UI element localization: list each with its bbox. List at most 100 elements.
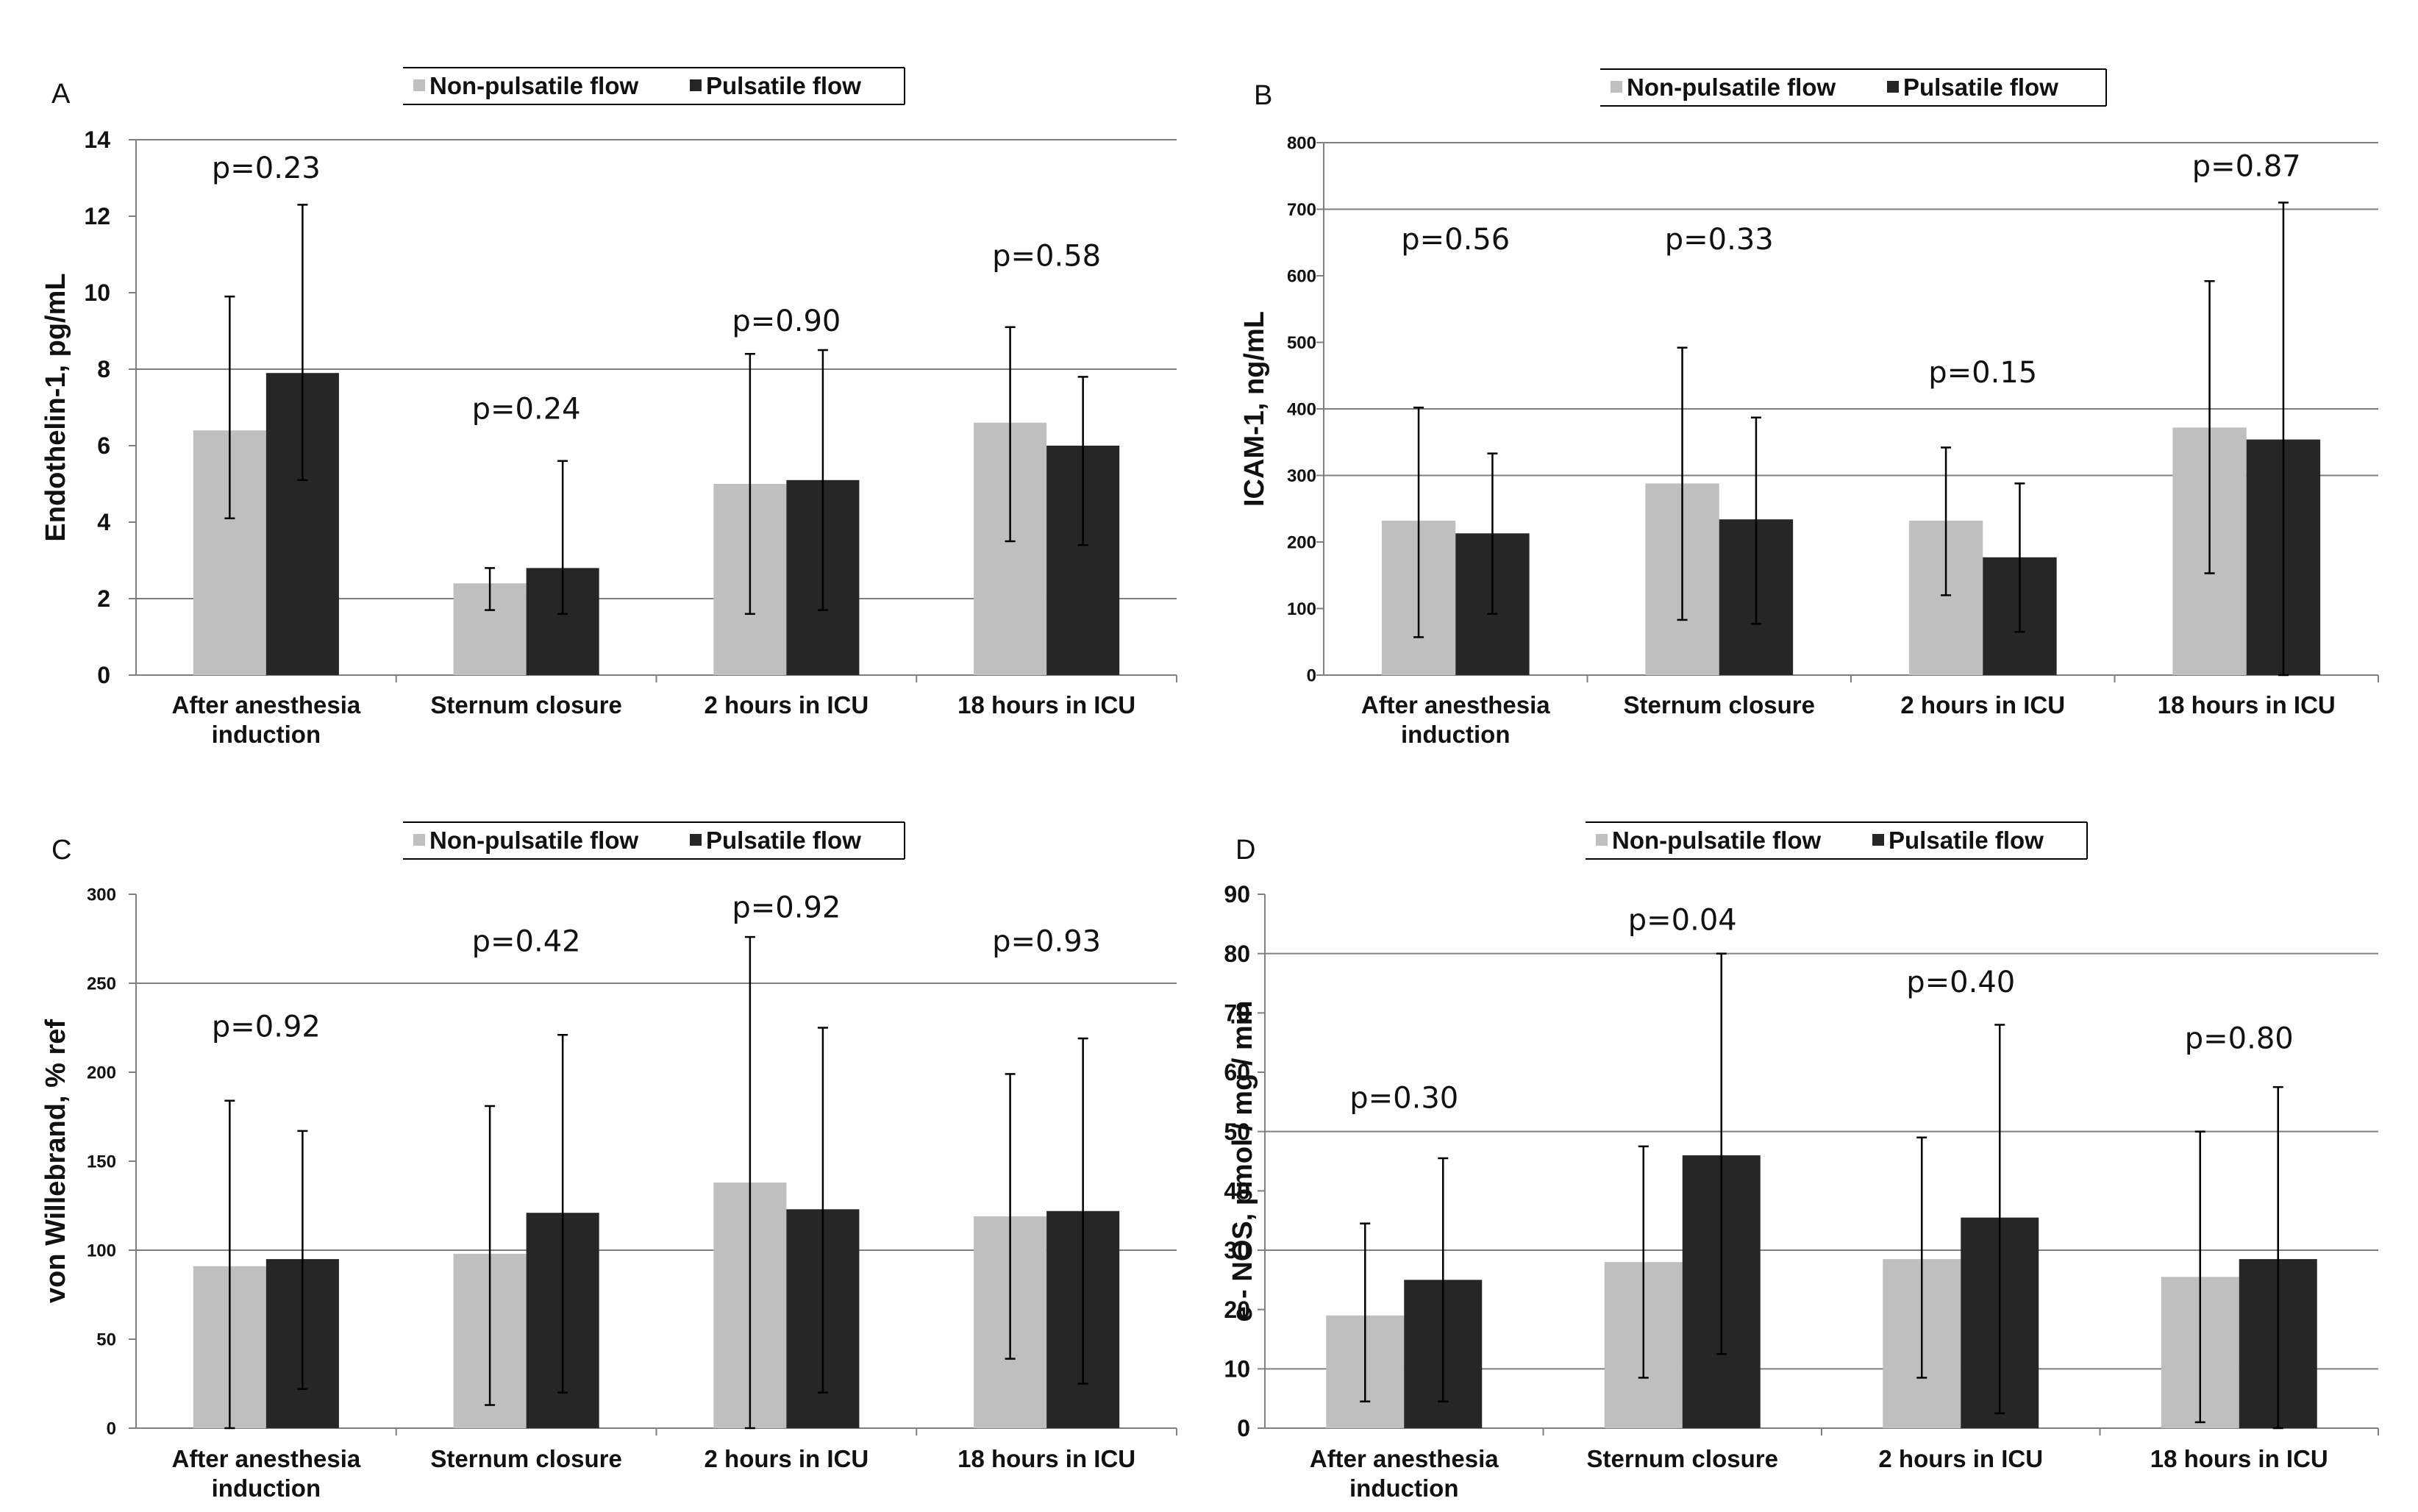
y-tick-label: 0 (107, 1419, 116, 1438)
x-category-label: Sternum closure (1624, 691, 1815, 718)
x-category-label: After anesthesia (171, 1445, 360, 1472)
legend: Non-pulsatile flow Pulsatile flow (403, 67, 905, 105)
y-tick-label: 90 (1224, 881, 1250, 907)
p-value-annotation: p=0.04 (1628, 903, 1737, 937)
y-tick-label: 14 (84, 126, 110, 153)
legend-label-pulsatile: Pulsatile flow (1889, 827, 2044, 854)
y-axis-label: ICAM-1, ng/mL (1239, 311, 1270, 507)
y-tick-label: 250 (87, 974, 116, 994)
y-tick-label: 300 (87, 885, 116, 905)
x-category-label: induction (1349, 1474, 1458, 1502)
p-value-annotation: p=0.56 (1401, 223, 1510, 257)
x-category-label: 18 hours in ICU (2158, 691, 2336, 718)
panel-letter: C (51, 835, 71, 866)
p-value-annotation: p=0.90 (732, 304, 841, 338)
y-tick-label: 10 (1224, 1356, 1250, 1383)
y-tick-label: 10 (84, 279, 110, 306)
p-value-annotation: p=0.93 (992, 924, 1101, 958)
panel-a: 0 2 4 6 8 10 12 14 Endothelin-1, pg/mL After anes… (40, 67, 1177, 748)
y-tick-label: 12 (84, 203, 110, 229)
p-value-annotation: p=0.80 (2185, 1022, 2294, 1056)
panel-letter: B (1254, 80, 1272, 111)
legend-swatch-pulsatile (690, 834, 702, 846)
legend-label-pulsatile: Pulsatile flow (706, 827, 861, 854)
panel-d: 0 10 20 30 40 50 60 70 80 90 e - NOS, pmol / mg / … (1224, 821, 2379, 1502)
legend-swatch-non-pulsatile (413, 79, 425, 91)
p-value-annotation: p=0.92 (212, 1010, 321, 1044)
y-tick-label: 4 (97, 509, 110, 535)
x-category-label: 2 hours in ICU (705, 1445, 869, 1472)
legend-swatch-non-pulsatile (413, 834, 425, 846)
legend-label-pulsatile: Pulsatile flow (1903, 74, 2058, 101)
y-tick-label: 40 (1224, 1178, 1250, 1205)
x-category-label: After anesthesia (1361, 691, 1550, 718)
y-tick-label: 50 (1224, 1119, 1250, 1145)
p-value-annotation: p=0.24 (472, 393, 581, 427)
legend-label-non-pulsatile: Non-pulsatile flow (1612, 827, 1821, 854)
y-tick-label: 70 (1224, 1000, 1250, 1027)
y-tick-label: 6 (97, 432, 110, 459)
p-value-annotation: p=0.23 (212, 151, 321, 185)
legend-label-non-pulsatile: Non-pulsatile flow (429, 72, 638, 99)
x-category-label: Sternum closure (430, 1445, 621, 1472)
x-category-label: 2 hours in ICU (1878, 1445, 2043, 1472)
y-tick-label: 100 (87, 1241, 116, 1260)
y-tick-label: 60 (1224, 1059, 1250, 1085)
y-tick-label: 400 (1287, 399, 1316, 419)
legend: Non-pulsatile flow Pulsatile flow (403, 821, 905, 860)
x-category-label: Sternum closure (430, 691, 621, 718)
x-category-label: After anesthesia (171, 691, 360, 718)
x-category-label: 18 hours in ICU (957, 691, 1135, 718)
p-value-annotation: p=0.33 (1665, 223, 1774, 257)
legend-swatch-pulsatile (1887, 81, 1899, 93)
y-tick-label: 150 (87, 1152, 116, 1172)
x-category-label: induction (1401, 721, 1510, 748)
legend-swatch-pulsatile (1872, 834, 1884, 846)
y-tick-label: 80 (1224, 941, 1250, 967)
y-tick-label: 50 (96, 1330, 116, 1349)
y-axis-label: von Willebrand, % ref (40, 1019, 71, 1303)
legend-swatch-non-pulsatile (1596, 834, 1608, 846)
legend-label-non-pulsatile: Non-pulsatile flow (1627, 74, 1836, 101)
y-tick-label: 2 (97, 585, 110, 612)
p-value-annotation: p=0.40 (1906, 966, 2015, 999)
legend-label-non-pulsatile: Non-pulsatile flow (429, 827, 638, 854)
panel-letter: D (1235, 835, 1255, 866)
y-tick-label: 30 (1224, 1237, 1250, 1263)
panel-letter: A (51, 79, 71, 110)
x-category-label: Sternum closure (1587, 1445, 1778, 1472)
p-value-annotation: p=0.58 (992, 240, 1101, 274)
p-value-annotation: p=0.42 (472, 924, 581, 958)
p-value-annotation: p=0.15 (1928, 356, 2037, 390)
legend: Non-pulsatile flow Pulsatile flow (1600, 68, 2107, 107)
y-tick-label: 20 (1224, 1297, 1250, 1323)
y-tick-label: 0 (1237, 1415, 1250, 1441)
p-value-annotation: p=0.87 (2192, 149, 2301, 183)
x-category-label: 2 hours in ICU (705, 691, 869, 718)
y-tick-label: 500 (1287, 333, 1316, 353)
panel-c: 0 50 100 150 200 250 300 von Willebrand, % ref A… (40, 821, 1177, 1502)
legend-swatch-non-pulsatile (1611, 81, 1622, 93)
y-axis-label: e - NOS, pmol / mg / min (1227, 1000, 1258, 1322)
y-tick-label: 0 (97, 662, 110, 688)
y-tick-label: 800 (1287, 133, 1316, 153)
x-category-label: induction (212, 721, 321, 748)
x-category-label: After anesthesia (1310, 1445, 1499, 1472)
legend: Non-pulsatile flow Pulsatile flow (1586, 821, 2088, 860)
p-value-annotation: p=0.92 (732, 891, 841, 924)
panel-b: 0 100 200 300 400 500 600 700 800 ICAM-1, ng/mL Af… (1239, 68, 2379, 748)
y-tick-label: 0 (1307, 666, 1316, 685)
y-tick-label: 8 (97, 356, 110, 382)
y-tick-label: 200 (87, 1063, 116, 1083)
y-tick-label: 100 (1287, 599, 1316, 619)
x-category-label: 18 hours in ICU (2150, 1445, 2328, 1472)
y-axis-label: Endothelin-1, pg/mL (40, 273, 71, 541)
x-category-label: 2 hours in ICU (1900, 691, 2065, 718)
y-tick-label: 600 (1287, 266, 1316, 286)
legend-swatch-pulsatile (690, 79, 702, 91)
y-tick-label: 200 (1287, 532, 1316, 552)
legend-label-pulsatile: Pulsatile flow (706, 72, 861, 99)
p-value-annotation: p=0.30 (1349, 1081, 1458, 1115)
x-category-label: induction (212, 1474, 321, 1502)
